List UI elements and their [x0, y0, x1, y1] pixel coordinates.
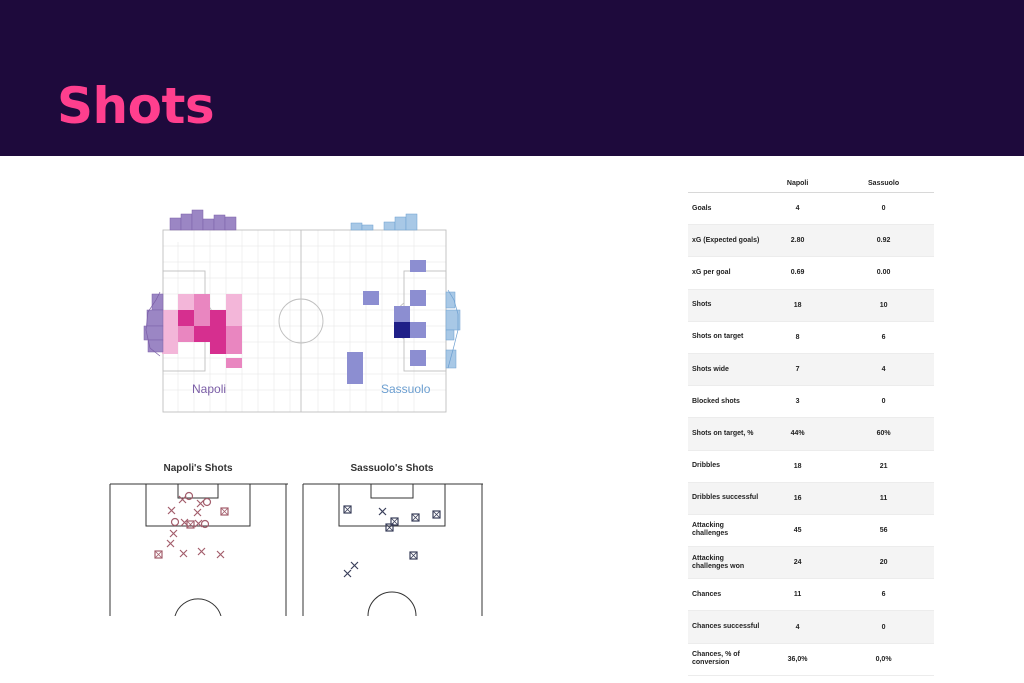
away-value: 6 — [833, 578, 934, 612]
away-value: 11 — [833, 482, 934, 515]
away-value: 6 — [833, 321, 934, 354]
page-title: Shots — [57, 77, 215, 135]
away-value: 56 — [833, 514, 934, 548]
home-value: 11 — [762, 578, 834, 612]
table-row: Shots wide 7 4 — [688, 353, 934, 387]
table-row: Shots on target 8 6 — [688, 321, 934, 354]
table-row: Dribbles successful 16 11 — [688, 482, 934, 515]
home-value: 0.69 — [762, 256, 834, 290]
home-value: 7 — [762, 353, 834, 387]
metric-label: Shots on target — [688, 321, 762, 354]
away-value: 0.92 — [833, 224, 934, 258]
home-shotmap — [109, 476, 289, 621]
home-value: 8 — [762, 321, 834, 354]
home-value: 18 — [762, 289, 834, 322]
away-value: 0 — [833, 192, 934, 226]
metric-label: Blocked shots — [688, 385, 762, 419]
home-shotmap-title: Napoli's Shots — [163, 463, 233, 474]
home-value: 45 — [762, 514, 834, 548]
away-value: 60% — [833, 417, 934, 451]
home-team-label: Napoli — [192, 382, 227, 396]
column-header-home: Napoli — [762, 174, 834, 193]
metric-label: Shots — [688, 289, 762, 322]
away-value: 0 — [833, 610, 934, 644]
home-value: 16 — [762, 482, 834, 515]
metric-label: Goals — [688, 192, 762, 226]
column-header-metric — [688, 174, 762, 193]
away-value: 20 — [833, 546, 934, 580]
away-value: 0 — [833, 385, 934, 419]
table-row: Blocked shots 3 0 — [688, 385, 934, 419]
away-value: 21 — [833, 450, 934, 483]
metric-label: xG per goal — [688, 256, 762, 290]
away-value: 0,0% — [833, 643, 934, 676]
metric-label: Chances — [688, 578, 762, 612]
home-value: 4 — [762, 192, 834, 226]
home-value: 2.80 — [762, 224, 834, 258]
home-value: 44% — [762, 417, 834, 451]
away-value: 0.00 — [833, 256, 934, 290]
home-value: 3 — [762, 385, 834, 419]
metric-label: Dribbles — [688, 450, 762, 483]
table-row: Shots on target, % 44% 60% — [688, 417, 934, 451]
header-banner: Shots — [0, 0, 1024, 156]
table-header-row: Napoli Sassuolo — [688, 174, 934, 193]
metric-label: Chances successful — [688, 610, 762, 644]
home-value: 18 — [762, 450, 834, 483]
away-shotmap-title: Sassuolo's Shots — [350, 463, 434, 474]
table-row: Chances, % of conversion 36,0% 0,0% — [688, 643, 934, 676]
table-row: Chances 11 6 — [688, 578, 934, 612]
metric-label: Dribbles successful — [688, 482, 762, 515]
away-value: 10 — [833, 289, 934, 322]
table-row: Attacking challenges won 24 20 — [688, 546, 934, 580]
metric-label: Attacking challenges won — [688, 546, 762, 580]
metric-label: Shots on target, % — [688, 417, 762, 451]
metric-label: Attacking challenges — [688, 514, 762, 548]
metric-label: Shots wide — [688, 353, 762, 387]
home-value: 4 — [762, 610, 834, 644]
table-row: Chances successful 4 0 — [688, 610, 934, 644]
column-header-away: Sassuolo — [833, 174, 934, 193]
home-value: 24 — [762, 546, 834, 580]
table-row: Goals 4 0 — [688, 192, 934, 226]
away-team-label: Sassuolo — [381, 382, 431, 396]
match-stats-table: Napoli Sassuolo Goals 4 0 xG (Expected goa… — [688, 174, 934, 676]
table-row: Dribbles 18 21 — [688, 450, 934, 483]
shot-heatmap-pitch: Napoli Sassuolo — [138, 200, 470, 418]
metric-label: xG (Expected goals) — [688, 224, 762, 258]
table-row: xG per goal 0.69 0.00 — [688, 256, 934, 290]
table-row: xG (Expected goals) 2.80 0.92 — [688, 224, 934, 258]
away-value: 4 — [833, 353, 934, 387]
away-shotmap — [302, 476, 484, 621]
home-value: 36,0% — [762, 643, 834, 676]
table-row: Attacking challenges 45 56 — [688, 514, 934, 548]
table-row: Shots 18 10 — [688, 289, 934, 322]
metric-label: Chances, % of conversion — [688, 643, 762, 676]
